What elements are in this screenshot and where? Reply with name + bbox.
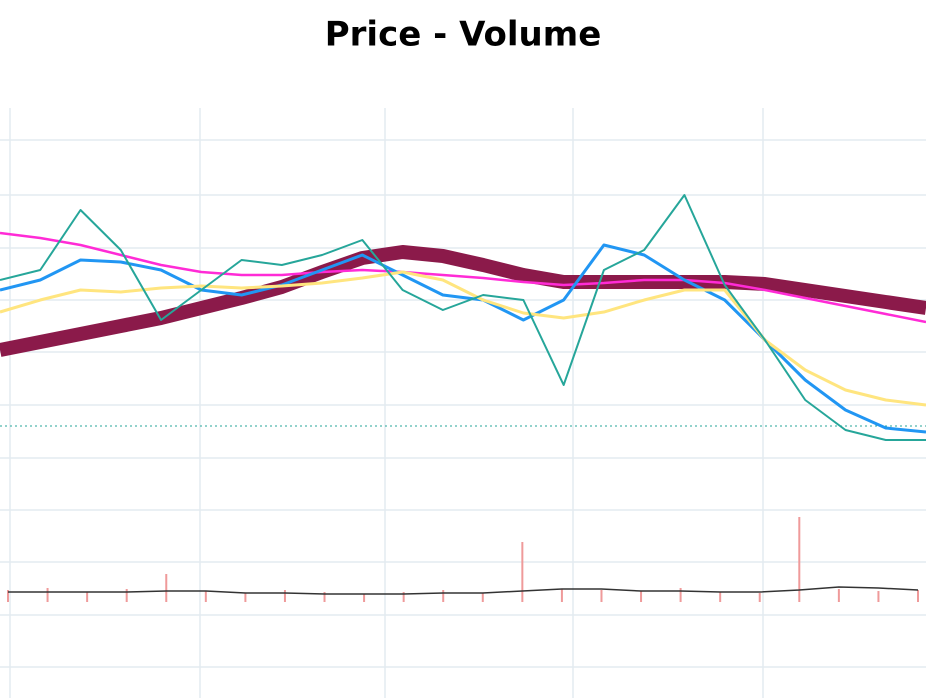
volume-bar	[758, 593, 761, 602]
volume-bar	[402, 592, 405, 602]
line-series	[0, 270, 926, 407]
volume-bar	[679, 588, 682, 602]
volume-bar	[481, 593, 484, 602]
line-series	[0, 243, 926, 434]
volume-bar	[521, 542, 524, 602]
line-series	[0, 194, 926, 441]
volume-bar	[244, 593, 247, 602]
volume-bar	[7, 590, 9, 602]
volume-bar	[283, 590, 286, 602]
volume-bar	[363, 594, 366, 602]
volume-bar	[719, 592, 722, 602]
grid	[0, 108, 926, 698]
volume-bar	[877, 591, 880, 602]
volume-bar	[640, 591, 643, 602]
volume-bar	[86, 592, 89, 602]
line-series	[0, 231, 926, 324]
volume-bar	[442, 590, 445, 602]
line-series	[0, 245, 926, 357]
line-series	[8, 586, 919, 595]
volume-bar	[837, 589, 840, 602]
volume-bar	[560, 589, 563, 602]
volume-bar	[323, 592, 326, 602]
volume-bar	[917, 590, 919, 602]
volume-bar	[204, 591, 207, 602]
volume-bar	[125, 589, 128, 602]
volume-bar	[46, 588, 49, 602]
volume-bar	[600, 590, 603, 602]
volume-bar	[798, 517, 801, 602]
volume-bar	[165, 574, 168, 602]
chart-title: Price - Volume	[325, 15, 602, 55]
